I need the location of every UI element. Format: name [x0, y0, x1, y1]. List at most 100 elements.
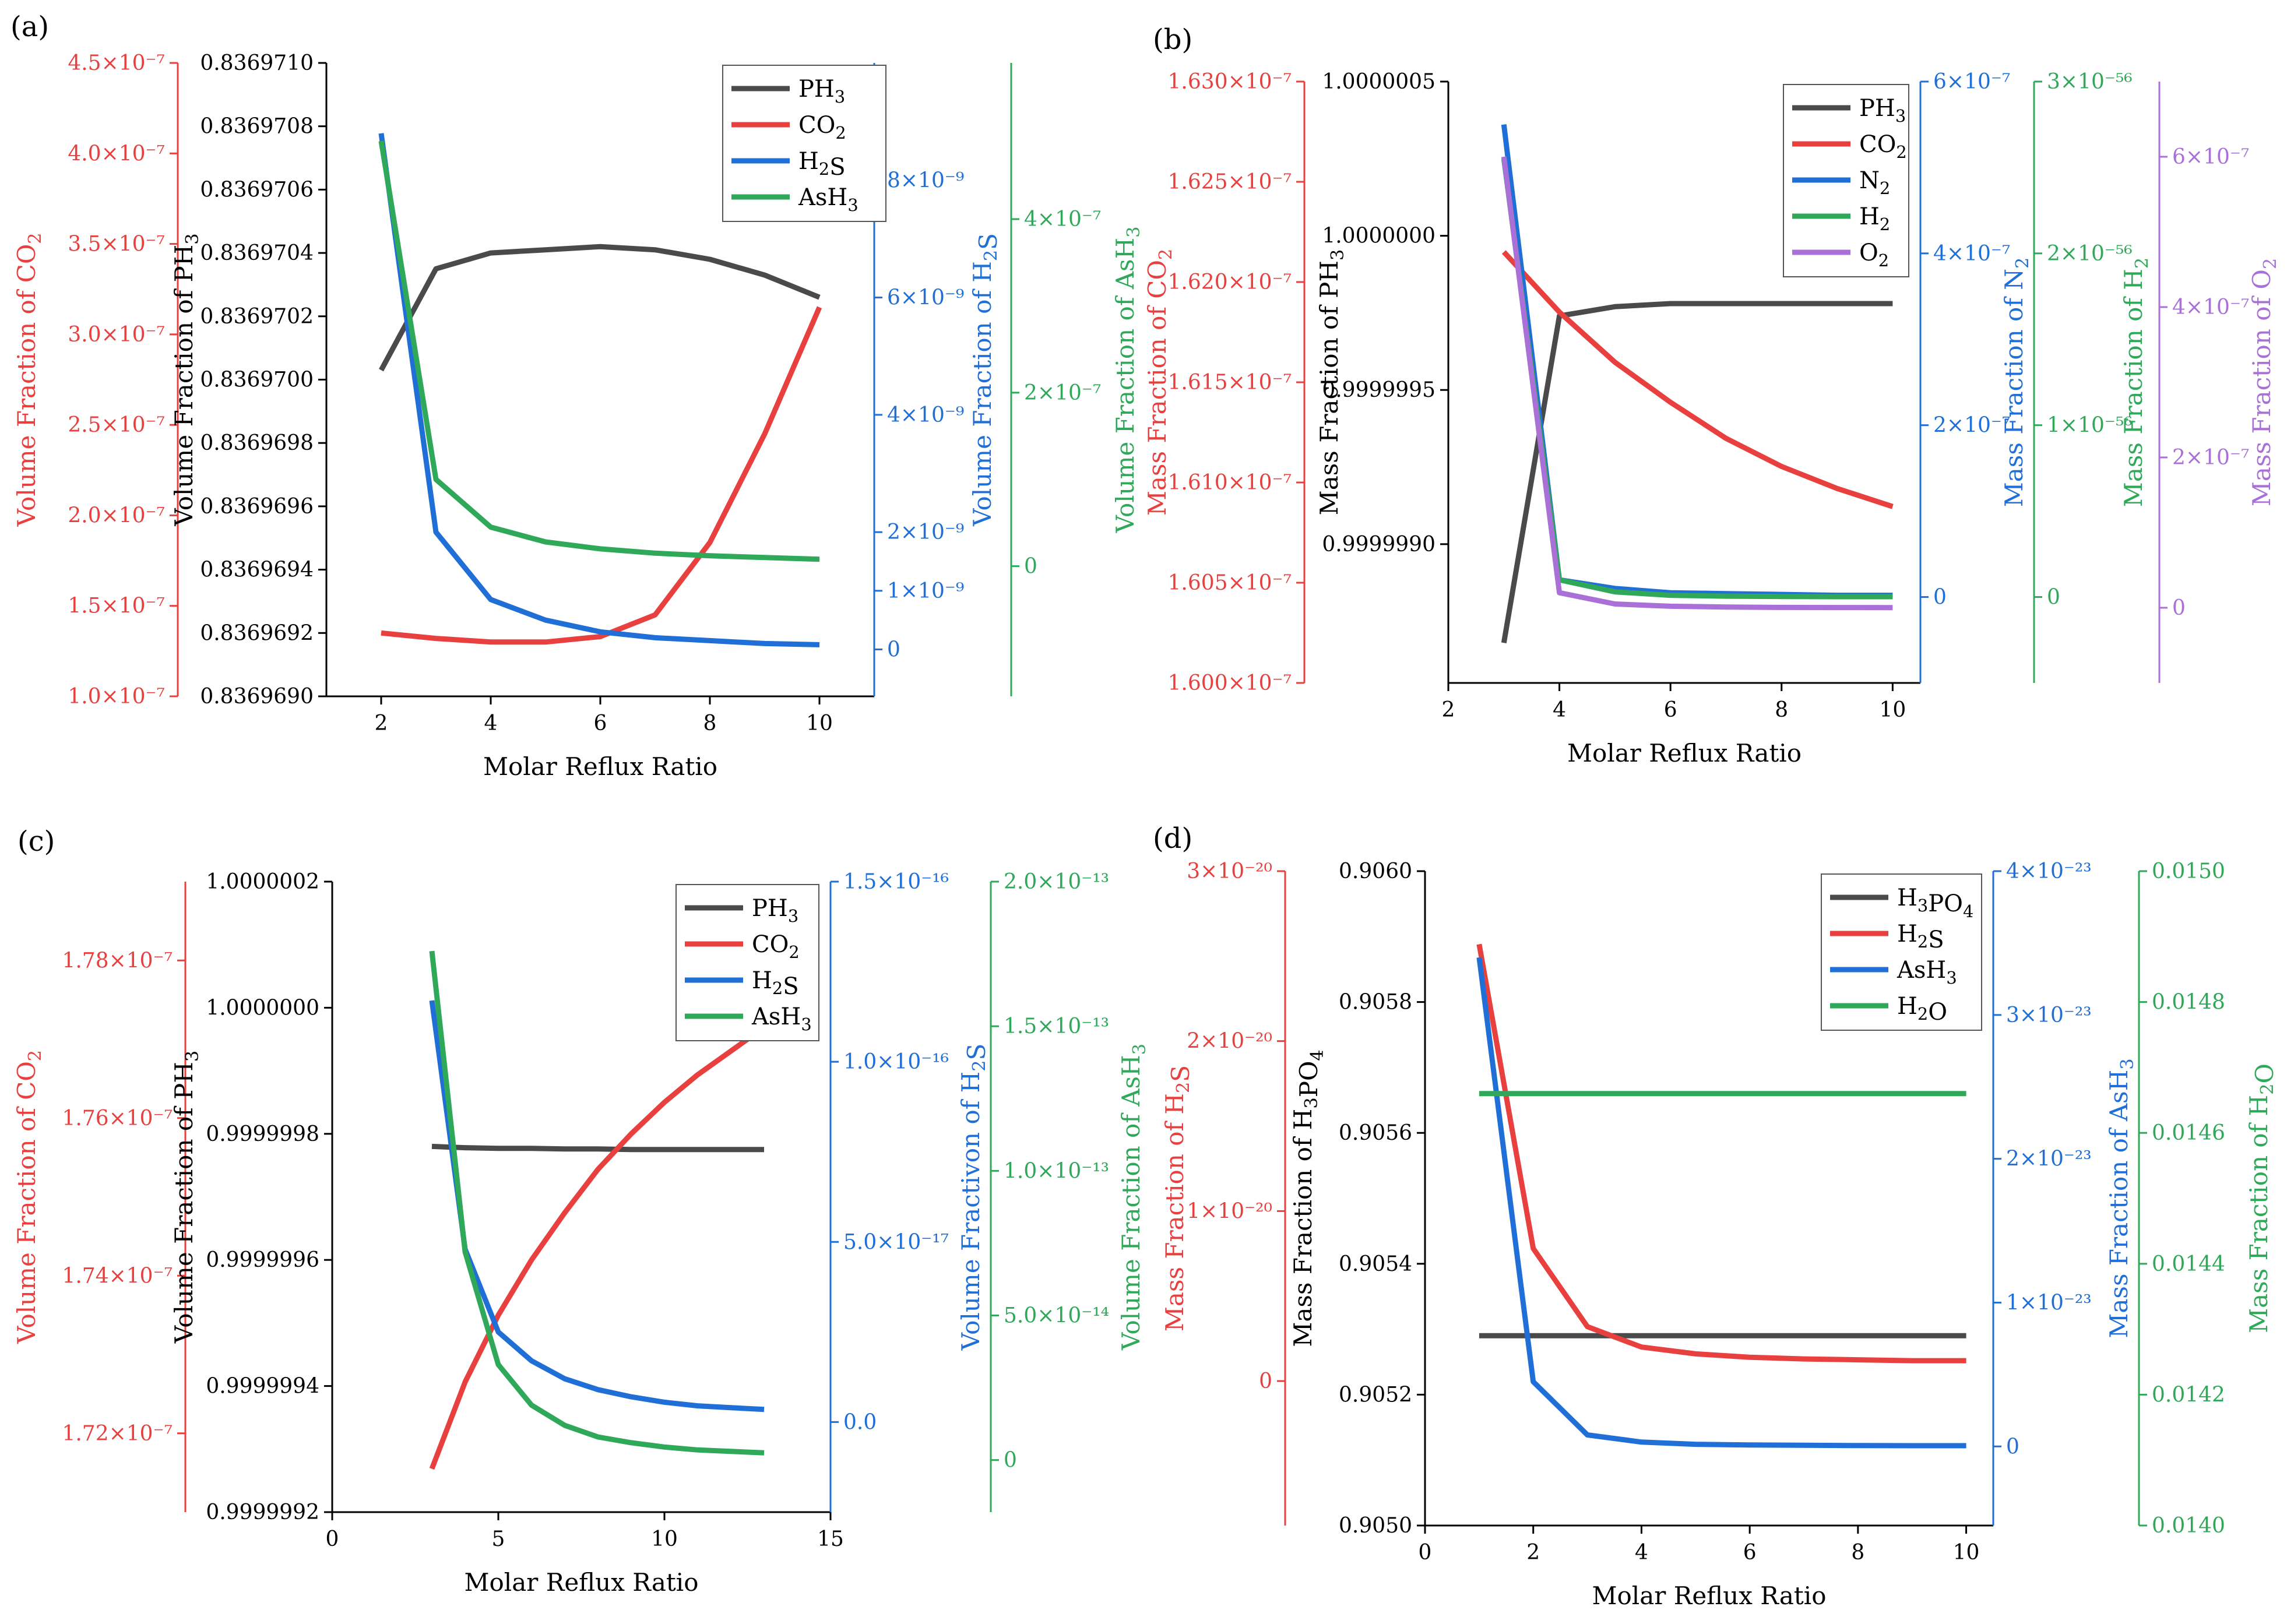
legend-label-H2O: H2O: [1897, 993, 1947, 1026]
y-tick-label-CO2: 1.615×10⁻⁷: [1168, 371, 1292, 394]
series-line-AsH3: [429, 950, 765, 1456]
y-tick-label-CO2: 1.0×10⁻⁷: [68, 685, 165, 709]
y-tick-label-CO2: 1.74×10⁻⁷: [62, 1264, 173, 1288]
legend-label-AsH3: AsH3: [798, 184, 858, 215]
y-tick-label-AsH3: 2×10⁻⁷: [1024, 381, 1101, 405]
y-tick-label-PH3: 0.8369706: [200, 178, 314, 202]
y-axis-label-CO2: Volume Fraction of CO2: [12, 1050, 45, 1344]
y-tick-label-H2S: 2×10⁻²⁰: [1187, 1030, 1272, 1054]
y-axis-label-AsH3: Mass Fraction of AsH3: [2105, 1058, 2138, 1338]
y-axis-label-PH3: Mass Fraction of PH3: [1315, 249, 1348, 516]
y-tick-label-PH3: 0.9999990: [1322, 533, 1435, 556]
y-tick-label-H2S: 1×10⁻²⁰: [1187, 1199, 1272, 1223]
y-tick-label-H3PO4: 0.9060: [1339, 859, 1412, 883]
y-tick-label-AsH3: 2.0×10⁻¹³: [1004, 870, 1109, 894]
x-tick-label: 0: [326, 1527, 339, 1551]
y-tick-label-CO2: 1.630×10⁻⁷: [1168, 70, 1292, 94]
series-line-CO2: [1501, 250, 1894, 509]
legend-label-H3PO4: H3PO4: [1897, 885, 1973, 921]
y-tick-label-PH3: 0.8369690: [200, 685, 314, 709]
y-tick-label-PH3: 0.8369708: [200, 115, 314, 139]
legend-label-PH3: PH3: [1859, 95, 1906, 126]
panel-label: (b): [1153, 23, 1192, 56]
panel-a: (a) 2 4 6 8 10 Molar Reflux Ratio 1.0×10⁻⁷ 1.5×1…: [10, 10, 1144, 781]
y-tick-label-CO2: 1.76×10⁻⁷: [62, 1107, 173, 1130]
panel-label: (d): [1153, 822, 1192, 855]
y-tick-label-H2O: 0.0140: [2152, 1514, 2225, 1538]
x-tick-label: 10: [1879, 698, 1906, 722]
y-tick-label-PH3: 0.8369696: [200, 495, 314, 519]
y-tick-label-O2: 6×10⁻⁷: [2172, 145, 2249, 169]
panel-b: (b) 2 4 6 8 10 Molar Reflux Ratio 1.600×10⁻⁷ 1.6…: [1143, 23, 2281, 767]
x-tick-label: 8: [1775, 698, 1788, 722]
y-tick-label-PH3: 0.9999994: [206, 1375, 319, 1398]
y-tick-label-H2O: 0.0146: [2152, 1121, 2225, 1145]
y-tick-label-PH3: 0.9999996: [206, 1248, 319, 1272]
y-tick-label-H2S: 8×10⁻⁹: [887, 168, 964, 192]
panel-label: (c): [17, 825, 55, 858]
y-tick-label-AsH3: 0: [2006, 1435, 2019, 1459]
x-tick-label: 0: [1419, 1541, 1432, 1565]
y-tick-label-PH3: 1.0000005: [1322, 70, 1435, 94]
y-tick-label-H2: 3×10⁻⁵⁶: [2047, 70, 2133, 94]
y-tick-label-AsH3: 3×10⁻²³: [2006, 1003, 2092, 1027]
panel-label: (a): [10, 10, 49, 43]
y-tick-label-AsH3: 0: [1004, 1449, 1017, 1472]
y-tick-label-AsH3: 0: [1024, 555, 1037, 579]
y-tick-label-H2S: 1.5×10⁻¹⁶: [843, 870, 949, 894]
y-tick-label-O2: 2×10⁻⁷: [2172, 446, 2249, 470]
x-tick-label: 6: [594, 711, 607, 735]
series-line-CO2: [429, 1025, 766, 1470]
series-line-H2: [1501, 158, 1893, 600]
y-tick-label-N2: 4×10⁻⁷: [1933, 242, 2010, 266]
y-tick-label-CO2: 2.5×10⁻⁷: [68, 413, 165, 437]
y-tick-label-PH3: 0.9999995: [1322, 378, 1435, 402]
y-tick-label-H2S: 0: [887, 637, 900, 661]
x-tick-label: 6: [1743, 1541, 1757, 1565]
y-tick-label-H2S: 1×10⁻⁹: [887, 579, 964, 603]
y-tick-label-CO2: 1.605×10⁻⁷: [1168, 571, 1292, 595]
y-tick-label-N2: 6×10⁻⁷: [1933, 70, 2010, 94]
legend-label-N2: N2: [1859, 167, 1890, 198]
y-tick-label-AsH3: 4×10⁻⁷: [1024, 207, 1101, 231]
y-tick-label-PH3: 1.0000000: [206, 996, 319, 1020]
y-tick-label-PH3: 0.8369698: [200, 431, 314, 455]
series-line-CO2: [381, 306, 822, 645]
y-tick-label-H3PO4: 0.9050: [1339, 1514, 1412, 1538]
y-tick-label-H2S: 0: [1259, 1369, 1272, 1393]
y-tick-label-CO2: 1.72×10⁻⁷: [62, 1422, 173, 1446]
x-tick-label: 10: [651, 1527, 678, 1551]
legend-label-CO2: CO2: [752, 931, 800, 962]
panel-d: (d) 0 2 4 6 8 10 Molar Reflux Ratio 0 1×10⁻²⁰ 2×10…: [1153, 822, 2279, 1610]
y-tick-label-CO2: 1.620×10⁻⁷: [1168, 270, 1292, 294]
y-tick-label-H2S: 1.0×10⁻¹⁶: [843, 1050, 949, 1074]
y-tick-label-PH3: 0.8369702: [200, 305, 314, 329]
legend-label-H2S: H2S: [798, 148, 846, 181]
y-tick-label-H2O: 0.0144: [2152, 1252, 2225, 1276]
y-tick-label-PH3: 0.8369692: [200, 621, 314, 645]
x-tick-label: 8: [1851, 1541, 1864, 1565]
y-tick-label-PH3: 0.9999998: [206, 1122, 319, 1146]
x-tick-label: 6: [1664, 698, 1677, 722]
y-tick-label-H2O: 0.0148: [2152, 991, 2225, 1014]
y-axis-label-PH3: Volume Fraction of PH3: [170, 233, 203, 526]
y-tick-label-CO2: 4.5×10⁻⁷: [68, 51, 165, 75]
y-axis-label-H2: Mass Fraction of H2: [2119, 258, 2152, 507]
y-tick-label-H3PO4: 0.9056: [1339, 1121, 1412, 1145]
y-tick-label-PH3: 1.0000000: [1322, 224, 1435, 248]
y-axis-label-PH3: Volume Fraction of PH3: [170, 1051, 203, 1344]
y-tick-label-AsH3: 2×10⁻²³: [2006, 1147, 2092, 1171]
y-axis-label-H3PO4: Mass Fraction of H3PO4: [1289, 1049, 1328, 1347]
legend-label-H2: H2: [1859, 203, 1890, 234]
series-line-PH3: [1501, 301, 1893, 643]
y-tick-label-H3PO4: 0.9052: [1339, 1383, 1412, 1407]
y-axis-label-CO2: Mass Fraction of CO2: [1143, 249, 1176, 516]
x-tick-label: 15: [817, 1527, 844, 1551]
y-axis-label-O2: Mass Fraction of O2: [2247, 258, 2281, 506]
y-tick-label-H3PO4: 0.9058: [1339, 991, 1412, 1014]
y-tick-label-AsH3: 1.5×10⁻¹³: [1004, 1014, 1109, 1038]
y-tick-label-H2: 0: [2047, 586, 2060, 610]
y-tick-label-AsH3: 1.0×10⁻¹³: [1004, 1159, 1109, 1183]
series-line-PH3: [431, 1143, 764, 1153]
